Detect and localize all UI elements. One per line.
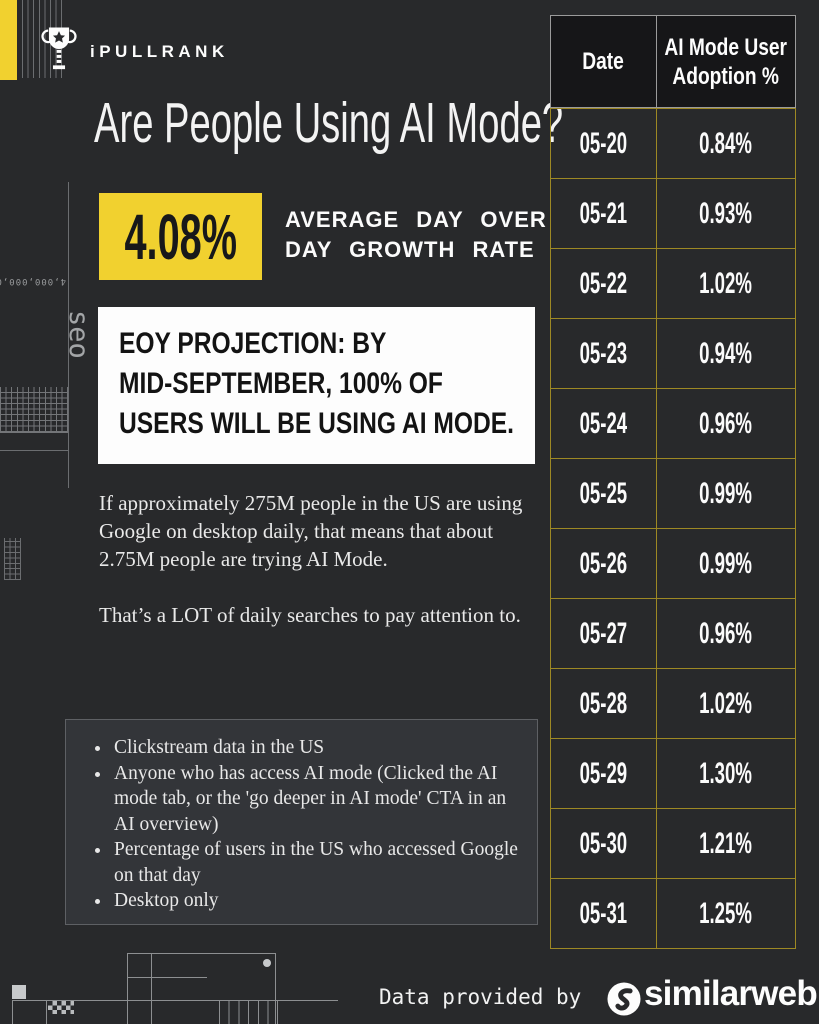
- table-row: 05-23 0.94%: [550, 319, 796, 389]
- decor-vertical-line: [68, 182, 69, 488]
- body-paragraph-1: If approximately 275M people in the US a…: [99, 491, 523, 571]
- decor-tick-1: [12, 1000, 13, 1024]
- table-row: 05-26 0.99%: [550, 529, 796, 599]
- decor-hatch-lines-bottom: [219, 1000, 279, 1024]
- adoption-cell: 0.99%: [657, 459, 796, 529]
- header-cell-adoption: AI Mode User Adoption %: [657, 15, 796, 108]
- body-paragraph-2: That’s a LOT of daily searches to pay at…: [99, 603, 521, 627]
- brand-logo: iPULLRANK: [40, 26, 229, 77]
- decor-wireframe-hline: [127, 977, 207, 978]
- eoy-projection-box: EOY PROJECTION: BY MID-SEPTEMBER, 100% O…: [98, 307, 535, 464]
- growth-rate-label: AVERAGE DAY OVER DAY GROWTH RATE: [285, 207, 547, 262]
- table-header: Date AI Mode User Adoption %: [550, 15, 796, 108]
- similarweb-icon: [607, 982, 641, 1016]
- decor-baseline: [12, 1000, 338, 1001]
- decor-grid-small: [4, 538, 21, 580]
- date-cell: 05-29: [550, 739, 657, 809]
- date-cell: 05-21: [550, 179, 657, 249]
- adoption-cell: 1.30%: [657, 739, 796, 809]
- brand-name: iPULLRANK: [90, 41, 229, 61]
- date-cell: 05-26: [550, 529, 657, 599]
- eoy-projection-text: EOY PROJECTION: BY MID-SEPTEMBER, 100% O…: [119, 327, 514, 440]
- adoption-cell: 1.02%: [657, 669, 796, 739]
- adoption-cell: 1.21%: [657, 809, 796, 879]
- growth-rate-stat: 4.08%: [99, 193, 262, 280]
- adoption-cell: 0.84%: [657, 109, 796, 179]
- table-row: 05-20 0.84%: [550, 109, 796, 179]
- methodology-item: Desktop only: [112, 888, 525, 914]
- table-row: 05-31 1.25%: [550, 879, 796, 949]
- table-row: 05-21 0.93%: [550, 179, 796, 249]
- date-cell: 05-24: [550, 389, 657, 459]
- date-cell: 05-30: [550, 809, 657, 879]
- decor-wireframe-rect: [127, 953, 276, 1024]
- table-row: 05-30 1.21%: [550, 809, 796, 879]
- table-row: 05-25 0.99%: [550, 459, 796, 529]
- adoption-cell: 0.99%: [657, 529, 796, 599]
- table-body: 05-20 0.84% 05-21 0.93% 05-22 1.02% 05-23 0.94%…: [550, 108, 796, 949]
- table-row: 05-22 1.02%: [550, 249, 796, 319]
- date-cell: 05-25: [550, 459, 657, 529]
- decor-dot: [263, 959, 271, 967]
- decor-tick-2: [46, 1000, 47, 1024]
- date-cell: 05-22: [550, 249, 657, 319]
- page-title: Are People Using AI Mode?: [94, 91, 564, 155]
- trophy-icon: [40, 26, 78, 77]
- methodology-item: Anyone who has access AI mode (Clicked t…: [112, 761, 525, 838]
- date-cell: 05-27: [550, 599, 657, 669]
- growth-rate-value: 4.08%: [124, 200, 237, 273]
- decor-pixel-cluster: [48, 1001, 74, 1014]
- decor-wireframe-vline: [151, 953, 152, 1024]
- adoption-cell: 1.25%: [657, 879, 796, 949]
- table-row: 05-24 0.96%: [550, 389, 796, 459]
- table-row: 05-27 0.96%: [550, 599, 796, 669]
- table-row: 05-28 1.02%: [550, 669, 796, 739]
- adoption-table: Date AI Mode User Adoption % 05-20 0.84% 0…: [550, 15, 796, 949]
- adoption-cell: 0.96%: [657, 389, 796, 459]
- decor-horizontal-line: [0, 450, 68, 451]
- methodology-box: Clickstream data in the USAnyone who has…: [65, 719, 538, 925]
- decor-axis-number: 4,000,000,0: [0, 276, 66, 286]
- adoption-cell: 0.93%: [657, 179, 796, 249]
- adoption-cell: 1.02%: [657, 249, 796, 319]
- date-cell: 05-31: [550, 879, 657, 949]
- body-copy: If approximately 275M people in the US a…: [99, 489, 551, 629]
- decor-grid-large: [0, 387, 68, 433]
- date-cell: 05-20: [550, 109, 657, 179]
- table-row: 05-29 1.30%: [550, 739, 796, 809]
- decor-yellow-bar: [0, 0, 17, 80]
- decor-axis-word: seo: [63, 310, 94, 359]
- adoption-cell: 0.94%: [657, 319, 796, 389]
- date-cell: 05-28: [550, 669, 657, 739]
- methodology-item: Clickstream data in the US: [112, 735, 525, 761]
- date-cell: 05-23: [550, 319, 657, 389]
- adoption-cell: 0.96%: [657, 599, 796, 669]
- decor-square: [12, 985, 26, 999]
- similarweb-wordmark: similarweb: [644, 974, 818, 1013]
- methodology-item: Percentage of users in the US who access…: [112, 837, 525, 888]
- header-cell-date: Date: [550, 15, 657, 108]
- methodology-list: Clickstream data in the USAnyone who has…: [112, 735, 525, 914]
- data-credit-text: Data provided by: [379, 985, 582, 1009]
